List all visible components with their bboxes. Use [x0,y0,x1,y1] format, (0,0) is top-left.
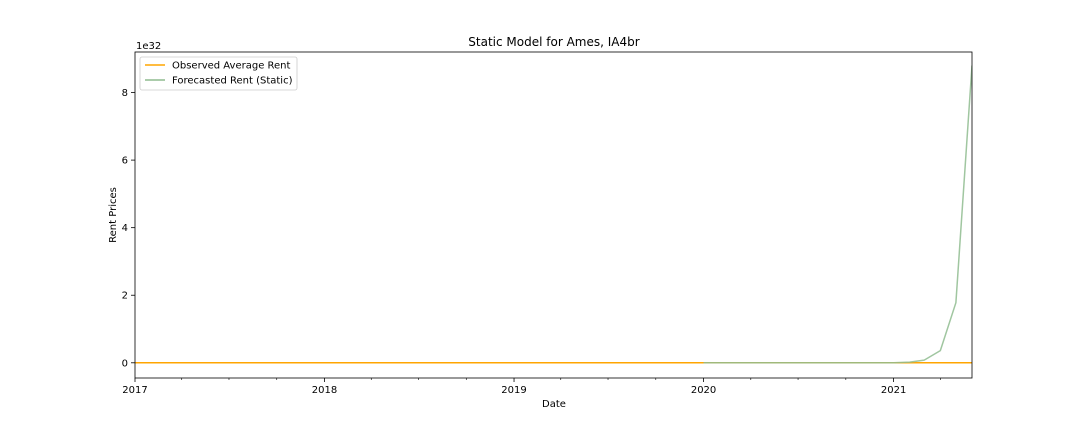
x-tick-label: 2021 [881,385,906,396]
legend: Observed Average Rent Forecasted Rent (St… [139,56,298,91]
y-axis-label: Rent Prices [108,187,119,243]
plot-frame [134,51,973,379]
x-axis-label: Date [542,399,566,410]
x-tick-label: 2019 [501,385,526,396]
y-axis-scale-label: 1e32 [136,41,161,52]
y-tick-label: 6 [122,156,128,167]
x-tick-label: 2018 [312,385,337,396]
x-tick-label: 2020 [691,385,716,396]
axis-ticks: 2017 2018 2019 2020 2021 0 2 4 6 8 [122,88,941,396]
series-line-2 [703,65,972,364]
y-tick-label: 4 [122,223,128,234]
chart-title: Static Model for Ames, IA4br [468,35,639,49]
legend-label: Forecasted Rent (Static) [172,76,293,87]
y-tick-label: 0 [122,358,128,369]
y-tick-label: 2 [122,291,128,302]
legend-box [139,56,298,91]
x-tick-label: 2017 [122,385,147,396]
series-layer [135,65,972,364]
legend-label: Observed Average Rent [172,61,291,72]
y-tick-label: 8 [122,88,128,99]
